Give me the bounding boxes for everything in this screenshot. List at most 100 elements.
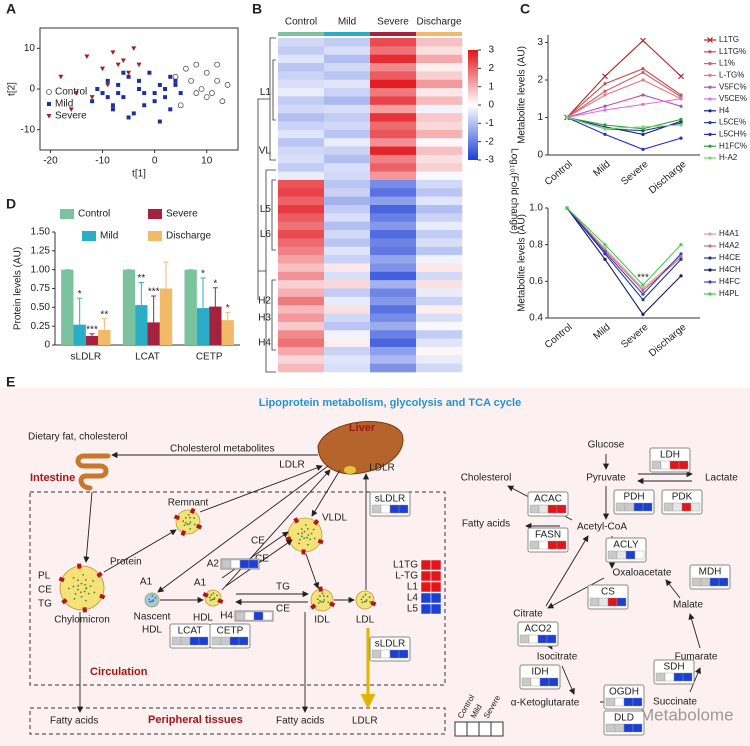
x-tick-label: Mild [592,159,613,179]
bar [221,320,234,345]
point [641,312,645,316]
error-bar [200,277,206,309]
expression-cell [230,559,241,569]
expression-cell [220,636,231,646]
arrow [199,464,323,513]
y-tick-label: 1.00 [31,264,51,275]
heatmap-cell [416,196,463,206]
heatmap-cell [416,104,463,114]
heatmap-cell [324,54,371,64]
point [105,95,110,100]
heatmap-cell [370,79,417,89]
apolipoprotein [189,507,196,515]
particle-dot [72,585,75,588]
expression-cell [371,504,382,514]
diagram-label: Fatty acids [50,716,98,727]
point [152,91,157,96]
heatmap-cell [324,179,371,189]
point [602,73,608,80]
particle-dot [309,538,312,541]
heatmap-cell [324,321,371,331]
y-axis-label: Protein levels (AU) [13,247,24,330]
heatmap-cell [416,330,463,339]
legend-marker [708,132,712,136]
enzyme-label: A2 [207,559,220,570]
column-label: Control [285,17,317,28]
diagram-label: LDLR [352,716,378,727]
point [163,95,168,100]
particle-dot [80,582,83,585]
expression-cell [691,577,702,587]
expression-cell [690,502,701,512]
error-bar [225,312,231,321]
point [172,73,179,80]
colorbar-tick-label: 0 [488,100,494,111]
point [115,62,121,68]
point [603,132,607,136]
liver-icon [317,421,404,475]
particle-dot [79,591,82,594]
heatmap-cell [370,246,417,256]
legend-marker [708,85,712,89]
diagram-label: Acetyl-CoA [577,522,627,533]
apolipoprotein [96,571,103,578]
apolipoprotein [317,538,324,545]
expression-cell [556,540,567,550]
point [182,65,189,72]
heatmap-cell [324,221,371,231]
heatmap-cell [370,179,417,189]
expression-cell [655,672,666,682]
series-line [566,39,682,118]
enzyme-label: CETP [217,626,244,637]
significance: ** [100,309,108,320]
legend-label: Mild [55,99,73,110]
y-tick-label: 0 [44,340,50,351]
heatmap-cell [370,96,417,106]
expression-cell [681,502,692,512]
series-line [566,207,682,295]
heatmap-cell [416,263,463,273]
particle-dot [150,600,153,603]
heatmap-cell [416,188,463,197]
particle-dot [306,536,308,539]
apolipoprotein [195,523,203,530]
legend-swatch [148,209,162,219]
legend-marker [708,280,712,284]
heatmap-cell [324,163,371,172]
point [73,91,79,96]
heatmap-cell [278,88,325,97]
heatmap-cell [416,355,463,364]
heatmap-cell [324,205,371,214]
point [603,82,607,86]
expression-cell [663,502,674,512]
particle-dot [323,599,326,601]
heatmap-cell [324,355,371,364]
row-label: H2 [258,296,271,307]
expression-cell [614,723,625,733]
heatmap-cell [416,346,463,356]
heatmap-cell [370,321,417,331]
legend-label: Mild [100,231,118,242]
heatmap-cell [416,246,463,256]
bar [184,269,197,345]
arrow [221,469,331,591]
point [188,77,195,84]
expression-cell [420,570,432,582]
legend-label: H4PL [719,289,740,298]
point [110,107,115,112]
marker-label: L-TG [395,571,418,582]
heatmap-cell [278,38,325,47]
diagram-label: Metabolome [640,705,734,724]
x-axis-label: t[1] [132,169,146,180]
heatmap-cell [324,346,371,356]
point [137,87,141,91]
apolipoprotein [312,518,320,526]
point [603,257,607,261]
colorbar-tick-label: 1 [488,81,494,92]
diagram-label: Fatty acids [462,519,510,530]
point [679,97,683,101]
heatmap-cell [278,205,325,214]
legend-label: L1TG% [719,47,746,56]
